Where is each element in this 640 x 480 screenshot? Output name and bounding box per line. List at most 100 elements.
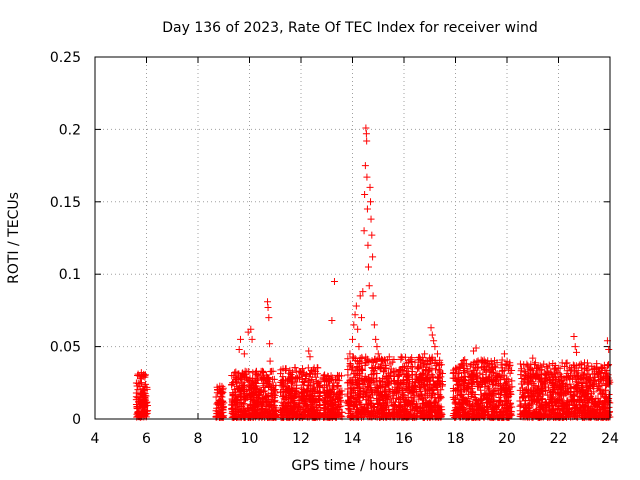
data-point-outlier [360,227,368,235]
data-point [334,381,342,389]
x-tick-label: 4 [91,431,100,447]
data-point [297,396,305,404]
data-point [329,402,337,410]
data-point [263,411,271,419]
data-point [291,375,299,383]
data-point [237,392,245,400]
data-point [248,404,256,412]
data-point [562,359,570,367]
data-point-outlier [373,343,381,351]
data-point [236,372,244,380]
data-point [304,406,312,414]
data-point [322,392,330,400]
data-point [247,391,255,399]
data-point [321,404,329,412]
data-point [269,367,277,375]
data-point [247,413,255,421]
data-point [306,376,314,384]
data-point-outlier [364,263,372,271]
data-point [309,366,317,374]
data-point [324,372,332,380]
data-point [284,387,292,395]
data-point [257,367,265,375]
data-point [263,402,271,410]
data-point-outlier [362,124,370,132]
data-point [296,392,304,400]
x-tick-label: 8 [194,431,203,447]
data-point [321,381,329,389]
data-point-outlier [363,205,371,213]
data-point [311,370,319,378]
data-point [335,377,343,385]
data-point [330,379,338,387]
data-point [143,385,151,393]
data-point-outlier [430,337,438,345]
data-point-outlier [431,343,439,351]
data-point [134,372,142,380]
data-point [236,379,244,387]
data-point [133,405,141,413]
data-point [245,412,253,420]
data-point [313,399,321,407]
data-point [279,404,287,412]
data-point-outlier [240,350,248,358]
data-point-outlier [372,335,380,343]
data-point [292,367,300,375]
data-point [255,400,263,408]
data-point [335,406,343,414]
y-tick-label: 0.25 [50,50,81,66]
data-point [328,397,336,405]
data-point-outlier [264,298,272,306]
x-tick-label: 16 [395,431,413,447]
data-point [252,392,260,400]
data-point [229,379,237,387]
data-point-outlier [500,350,508,358]
data-point [303,400,311,408]
data-point-outlier [367,198,375,206]
data-point [316,406,324,414]
data-point-outlier [265,314,273,322]
data-point-outlier [358,314,366,322]
data-point [277,370,285,378]
data-point [305,377,313,385]
data-point [214,407,222,415]
data-point-outlier [369,253,377,261]
data-point-outlier [349,335,356,343]
data-point [321,375,329,383]
x-tick-label: 10 [241,431,259,447]
data-point [256,388,264,396]
data-point [329,409,337,417]
data-point [330,408,338,416]
data-point [291,390,299,398]
data-point [263,393,271,401]
data-point [309,411,317,419]
data-point [141,371,149,379]
data-point [300,412,308,420]
data-point-outlier [368,231,376,239]
data-point [256,372,264,380]
data-point-outlier [363,173,371,181]
data-point [390,355,398,363]
data-point [295,404,303,412]
data-point [290,384,298,392]
data-point [293,411,301,419]
data-point [233,385,241,393]
data-point [282,365,290,373]
data-point [331,395,339,403]
data-point [134,412,142,420]
data-point [286,373,294,381]
grid-lines [95,57,610,419]
data-point [302,372,310,380]
data-point [325,390,333,398]
data-point [254,376,262,384]
data-point-outlier [428,331,436,339]
data-point [286,391,294,399]
data-point [304,387,312,395]
data-point [310,395,318,403]
x-tick-label: 14 [344,431,362,447]
y-axis-label: ROTI / TECUs [6,192,22,284]
data-point [142,380,150,388]
data-point [406,379,414,387]
data-point [132,393,140,401]
data-point-outlier [364,241,372,249]
